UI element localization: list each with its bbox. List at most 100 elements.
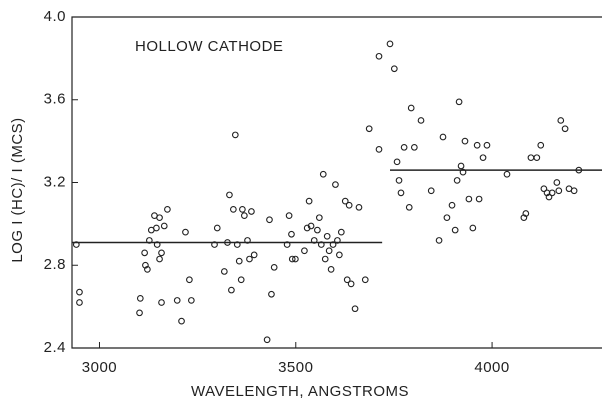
point bbox=[361, 276, 369, 284]
point bbox=[332, 181, 339, 188]
point bbox=[235, 257, 243, 265]
point bbox=[158, 249, 165, 257]
point bbox=[186, 276, 193, 284]
point bbox=[292, 255, 299, 263]
point bbox=[178, 317, 185, 325]
y-tick-label: 2.8 bbox=[44, 256, 66, 273]
point bbox=[479, 154, 487, 162]
point bbox=[365, 125, 373, 133]
point bbox=[301, 247, 308, 255]
point bbox=[250, 251, 258, 259]
point bbox=[160, 222, 168, 230]
x-tick-label: 3500 bbox=[278, 359, 313, 376]
point bbox=[351, 305, 359, 313]
x-tick-label: 3000 bbox=[82, 359, 117, 376]
point bbox=[307, 222, 315, 230]
point bbox=[453, 177, 461, 184]
point bbox=[337, 228, 345, 236]
point bbox=[226, 191, 233, 199]
point bbox=[315, 214, 323, 222]
point bbox=[237, 276, 245, 284]
point bbox=[173, 297, 181, 304]
point bbox=[570, 187, 578, 195]
point bbox=[213, 224, 221, 232]
x-axis-label: WAVELENGTH, ANGSTROMS bbox=[191, 383, 409, 400]
point bbox=[400, 143, 408, 151]
point bbox=[248, 208, 255, 215]
point bbox=[341, 197, 349, 205]
point bbox=[158, 299, 165, 306]
point bbox=[397, 189, 405, 197]
annotation: HOLLOW CATHODE bbox=[135, 38, 283, 55]
point bbox=[319, 170, 327, 178]
point bbox=[153, 224, 160, 232]
y-tick-label: 2.4 bbox=[44, 339, 66, 356]
point bbox=[390, 65, 398, 73]
point bbox=[266, 216, 273, 224]
point bbox=[239, 206, 246, 213]
point bbox=[321, 255, 329, 263]
point bbox=[347, 280, 355, 288]
point bbox=[141, 249, 148, 257]
point bbox=[503, 170, 511, 178]
point bbox=[469, 224, 477, 232]
point bbox=[325, 247, 333, 255]
point bbox=[545, 193, 553, 201]
point bbox=[475, 195, 483, 203]
point bbox=[395, 177, 403, 184]
x-tick-label: 4000 bbox=[474, 359, 509, 376]
point bbox=[561, 125, 569, 133]
point bbox=[314, 226, 321, 234]
point bbox=[230, 206, 237, 213]
point bbox=[246, 255, 253, 263]
point bbox=[76, 288, 83, 296]
point bbox=[343, 276, 351, 284]
point bbox=[231, 131, 239, 139]
point bbox=[555, 187, 563, 195]
point bbox=[156, 214, 163, 222]
point bbox=[533, 154, 541, 162]
point bbox=[327, 266, 335, 273]
point bbox=[439, 133, 447, 141]
point bbox=[473, 141, 481, 149]
point bbox=[288, 230, 295, 238]
point bbox=[527, 154, 535, 162]
point bbox=[465, 195, 473, 203]
point bbox=[187, 297, 195, 304]
y-tick-label: 3.6 bbox=[44, 91, 66, 108]
point bbox=[457, 162, 465, 170]
point bbox=[305, 197, 313, 205]
point bbox=[451, 226, 459, 234]
point bbox=[540, 185, 548, 193]
point bbox=[345, 201, 353, 209]
point bbox=[270, 263, 278, 271]
point bbox=[553, 179, 561, 186]
point bbox=[435, 237, 443, 244]
point bbox=[407, 104, 415, 112]
point bbox=[136, 309, 143, 317]
point bbox=[182, 228, 189, 236]
point bbox=[76, 299, 83, 306]
point bbox=[375, 146, 383, 153]
y-tick-label: 4.0 bbox=[44, 8, 66, 25]
point bbox=[375, 52, 383, 60]
point bbox=[461, 137, 469, 145]
point bbox=[448, 201, 456, 209]
point bbox=[393, 158, 401, 166]
point bbox=[144, 266, 151, 273]
y-tick-label: 3.2 bbox=[44, 173, 66, 190]
point bbox=[405, 203, 413, 211]
point bbox=[220, 268, 228, 275]
point bbox=[410, 143, 418, 151]
point bbox=[228, 286, 235, 294]
point bbox=[323, 232, 331, 240]
point bbox=[537, 141, 545, 149]
point bbox=[427, 187, 435, 195]
point bbox=[263, 336, 271, 344]
point bbox=[156, 255, 163, 263]
point bbox=[417, 117, 425, 124]
point bbox=[548, 189, 556, 197]
point bbox=[136, 295, 144, 302]
point bbox=[240, 212, 248, 219]
